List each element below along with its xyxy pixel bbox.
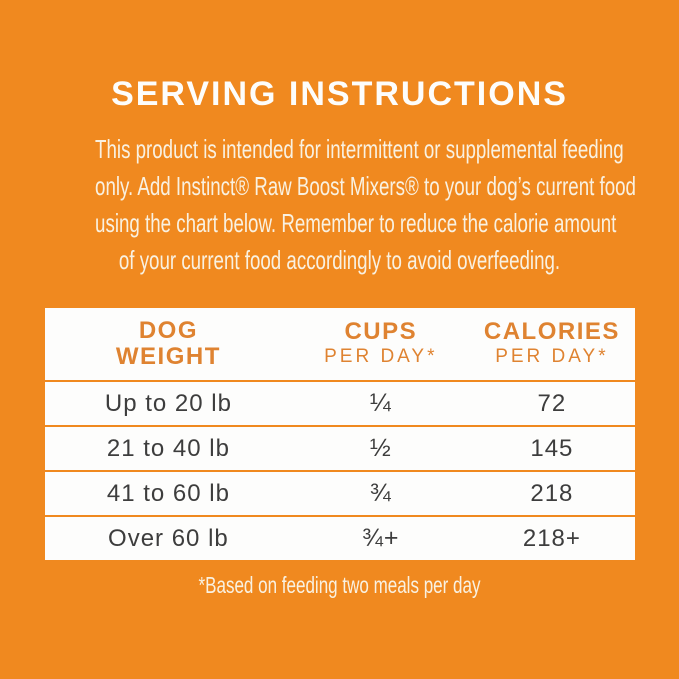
intro-paragraph: This product is intended for intermitten…	[0, 131, 679, 279]
cell-weight: 41 to 60 lb	[106, 479, 230, 507]
footnote: *Based on feeding two meals per day	[198, 572, 481, 598]
page-title: SERVING INSTRUCTIONS	[111, 75, 568, 113]
cell-cups: ½	[369, 434, 392, 462]
table-row-21-to-40-lb: 21 to 40 lb ½ 145	[44, 427, 635, 470]
cell-calories: 72	[537, 389, 567, 417]
cell-cups: ¾+	[362, 524, 400, 552]
table-row-up-to-20-lb: Up to 20 lb ¼ 72	[44, 382, 635, 425]
cell-calories: 145	[530, 434, 574, 462]
intro-line-3: using the chart below. Remember to reduc…	[95, 208, 617, 238]
table-row-over-60-lb: Over 60 lb ¾+ 218+	[44, 517, 635, 560]
feeding-chart-header-row: DOG WEIGHT CUPS PER DAY* CALORIES PER DA…	[44, 308, 635, 380]
column-header-dog-weight: DOG WEIGHT	[45, 318, 293, 370]
intro-line-2: only. Add Instinct® Raw Boost Mixers® to…	[95, 171, 636, 201]
column-header-dog-weight-line2: WEIGHT	[115, 343, 221, 370]
column-header-cups-per-day: CUPS PER DAY*	[292, 319, 469, 369]
intro-line-4: of your current food accordingly to avoi…	[118, 245, 561, 275]
cell-weight: 21 to 40 lb	[106, 434, 230, 462]
column-header-calories-per-day: CALORIES PER DAY*	[469, 319, 634, 369]
column-header-calories-line1: CALORIES	[483, 318, 620, 345]
column-header-cups-line1: CUPS	[344, 318, 418, 345]
column-header-dog-weight-line1: DOG	[138, 317, 198, 344]
cell-weight: Over 60 lb	[108, 524, 229, 552]
feeding-chart-table: DOG WEIGHT CUPS PER DAY* CALORIES PER DA…	[44, 308, 635, 560]
table-row-41-to-60-lb: 41 to 60 lb ¾ 218	[44, 472, 635, 515]
column-header-cups-line2: PER DAY*	[324, 346, 438, 367]
intro-line-1: This product is intended for intermitten…	[95, 134, 624, 164]
cell-calories: 218	[530, 479, 574, 507]
column-header-calories-line2: PER DAY*	[495, 346, 609, 367]
cell-cups: ¼	[369, 389, 392, 417]
cell-weight: Up to 20 lb	[104, 389, 232, 417]
cell-calories: 218+	[522, 524, 581, 552]
cell-cups: ¾	[369, 479, 392, 507]
